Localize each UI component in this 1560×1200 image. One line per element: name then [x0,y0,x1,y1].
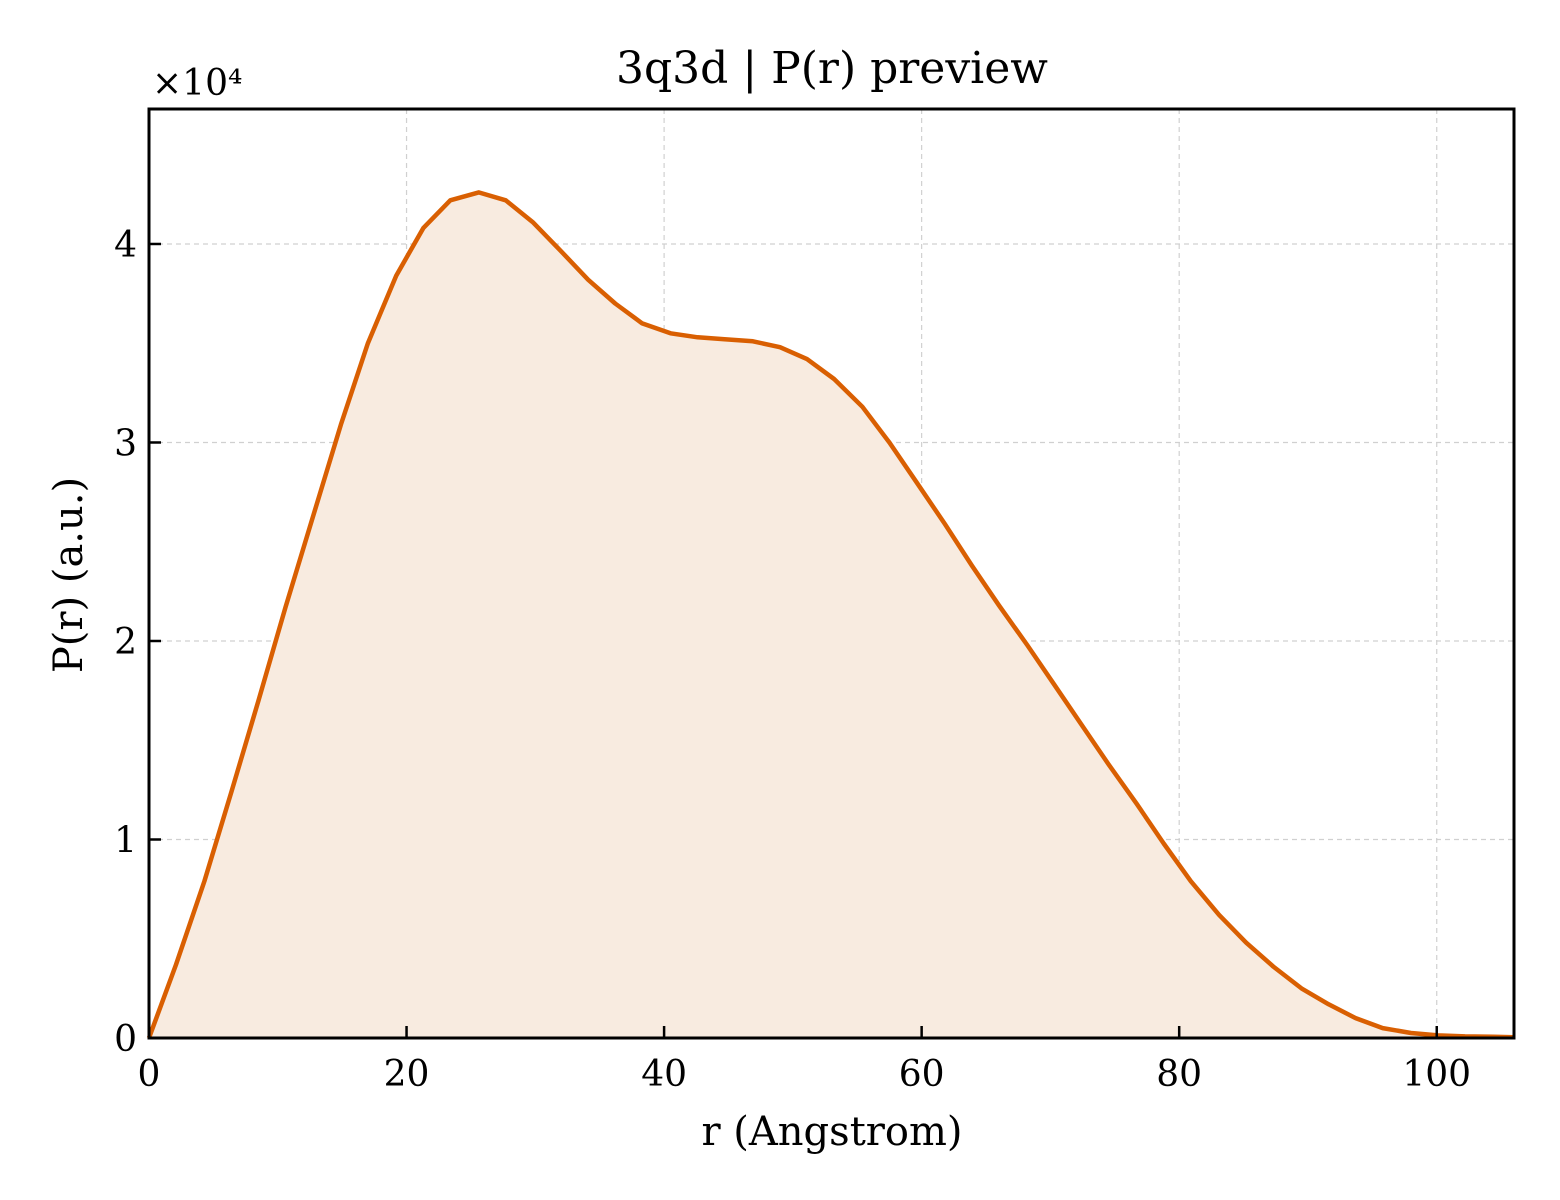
x-tick-label: 0 [138,1054,161,1095]
tick-labels: 0 20 40 60 80 100 0 1 2 3 4 [114,225,1471,1095]
x-tick-label: 20 [384,1054,430,1095]
y-tick-label: 3 [114,423,137,464]
chart-title: 3q3d | P(r) preview [616,43,1048,94]
y-tick-label: 1 [114,820,137,861]
x-tick-label: 100 [1402,1054,1471,1095]
x-axis-label: r (Angstrom) [701,1109,962,1155]
x-tick-label: 40 [641,1054,687,1095]
x-tick-label: 80 [1156,1054,1202,1095]
y-tick-label: 4 [114,225,137,266]
y-tick-label: 2 [114,622,137,663]
y-tick-label: 0 [114,1019,137,1060]
series-area-fill [149,192,1514,1038]
plot-frame [147,107,1516,1040]
series-line [146,190,1515,1040]
x-tick-label: 60 [899,1054,945,1095]
y-axis-label: P(r) (a.u.) [46,477,92,673]
y-axis-multiplier: ×10⁴ [152,63,242,104]
